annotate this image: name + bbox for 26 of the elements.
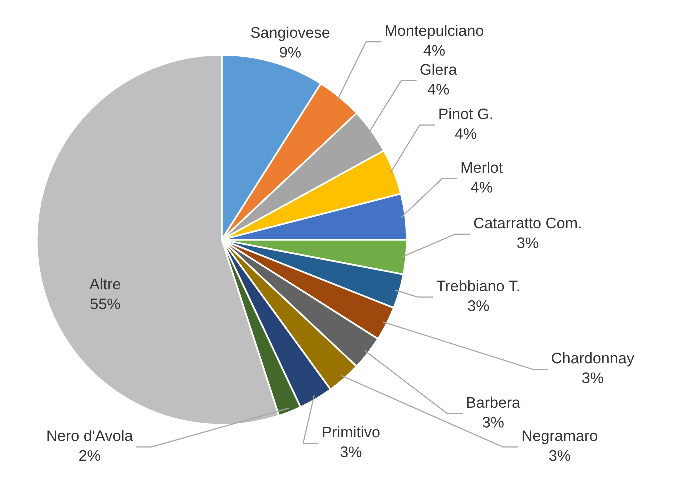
data-label: 3% xyxy=(549,450,570,462)
slice-label: Primitivo xyxy=(323,426,380,438)
data-label: 9% xyxy=(280,47,301,58)
slice-label: Barbera xyxy=(467,396,521,408)
slice-label: Trebbiano T. xyxy=(436,280,520,292)
slice-label: Montepulciano xyxy=(386,25,484,40)
data-label: 2% xyxy=(80,450,100,462)
slice-label: Altre xyxy=(90,278,120,290)
data-label: 4% xyxy=(424,45,445,56)
slice-label: Glera xyxy=(420,64,458,76)
data-label: 55% xyxy=(90,298,120,310)
data-label: 3% xyxy=(340,446,362,458)
slice-label: Merlot xyxy=(462,162,503,174)
slice-label: Negramaro xyxy=(522,430,598,444)
slice-label: Catarratto Com. xyxy=(474,218,581,229)
slice-label: Sangiovese xyxy=(251,26,330,42)
data-label: 4% xyxy=(471,182,492,193)
data-label: 4% xyxy=(455,128,477,140)
data-label: 3% xyxy=(582,372,604,384)
data-label: 4% xyxy=(428,84,450,95)
data-label: 3% xyxy=(468,300,490,312)
data-label: 3% xyxy=(517,238,538,248)
data-label: 3% xyxy=(482,417,504,428)
slice-label: Nero d'Avola xyxy=(48,430,134,442)
slice-label: Chardonnay xyxy=(552,352,635,367)
slice-label: Pinot G. xyxy=(440,108,492,120)
